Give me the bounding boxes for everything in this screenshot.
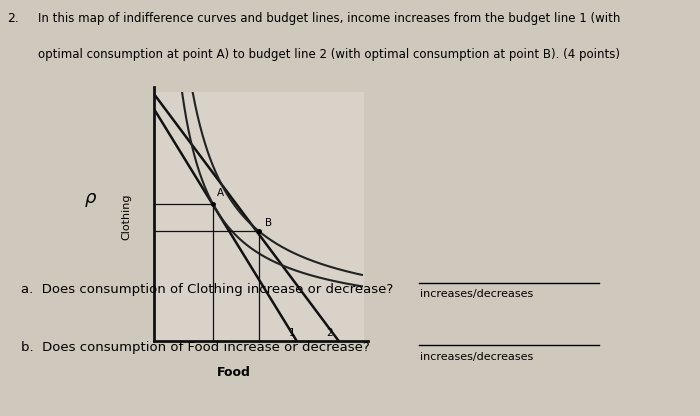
Text: optimal consumption at point A) to budget line 2 (with optimal consumption at po: optimal consumption at point A) to budge… <box>38 48 620 61</box>
Text: A: A <box>217 188 224 198</box>
Text: increases/decreases: increases/decreases <box>420 352 533 362</box>
Text: B: B <box>265 218 272 228</box>
Text: Clothing: Clothing <box>122 193 132 240</box>
Text: 2: 2 <box>326 328 332 338</box>
Text: 2.: 2. <box>7 12 19 25</box>
Text: increases/decreases: increases/decreases <box>420 289 533 299</box>
Text: b.  Does consumption of Food increase or decrease?: b. Does consumption of Food increase or … <box>21 341 370 354</box>
Text: a.  Does consumption of Clothing increase or decrease?: a. Does consumption of Clothing increase… <box>21 283 393 296</box>
Text: In this map of indifference curves and budget lines, income increases from the b: In this map of indifference curves and b… <box>38 12 621 25</box>
Text: Food: Food <box>217 366 251 379</box>
Text: $\rho$: $\rho$ <box>84 191 97 209</box>
Text: 1: 1 <box>288 328 295 338</box>
